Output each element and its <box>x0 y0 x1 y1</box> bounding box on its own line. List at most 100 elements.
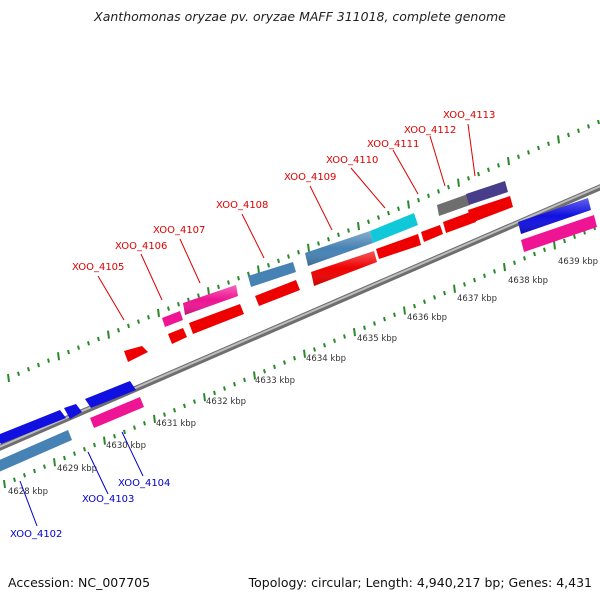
gene-block-steelblue[interactable] <box>0 430 72 472</box>
accession-text: Accession: NC_007705 <box>8 575 151 590</box>
tick-label-4631: 4631 kbp <box>156 419 196 429</box>
lower-track-minor-tick <box>143 421 146 426</box>
gene-label-xoo-4103[interactable]: XOO_4103 <box>82 494 134 505</box>
upper-track-minor-tick <box>17 371 20 376</box>
lower-track-minor-tick <box>233 381 236 387</box>
lower-track-major-tick <box>553 241 556 250</box>
gene-block-red[interactable] <box>168 328 187 344</box>
lower-track-minor-tick <box>243 377 246 383</box>
lower-track-minor-tick <box>433 295 436 300</box>
upper-track-minor-tick <box>547 141 550 146</box>
gene-label-xoo-4105[interactable]: XOO_4105 <box>72 262 124 273</box>
lower-track-minor-tick <box>483 273 486 278</box>
gene-block-steelblue[interactable] <box>248 262 296 287</box>
upper-track-minor-tick <box>127 323 130 329</box>
tick-label-4637: 4637 kbp <box>457 294 497 304</box>
map-title: Xanthomonas oryzae pv. oryzae MAFF 31101… <box>94 9 506 24</box>
upper-track-major-tick <box>457 178 460 187</box>
gene-block-red[interactable] <box>376 234 421 259</box>
upper-track-minor-tick <box>487 167 490 172</box>
upper-track-minor-tick <box>427 193 430 199</box>
upper-track-major-tick <box>107 330 110 339</box>
upper-track-minor-tick <box>597 119 600 125</box>
upper-track-minor-tick <box>277 258 280 264</box>
lower-track-minor-tick <box>73 451 76 456</box>
upper-track-minor-tick <box>227 280 230 285</box>
backbone <box>0 184 600 451</box>
lower-track-minor-tick <box>323 342 326 348</box>
leader-line <box>87 451 109 495</box>
lower-track-minor-tick <box>213 390 216 396</box>
lower-track-minor-tick <box>463 282 466 287</box>
upper-track-minor-tick <box>577 128 580 133</box>
upper-track-minor-tick <box>477 171 480 177</box>
lower-track-minor-tick <box>13 477 16 482</box>
leader-line <box>121 431 144 477</box>
upper-track-minor-tick <box>447 184 450 190</box>
gene-block-gray[interactable] <box>437 194 470 216</box>
gene-label-xoo-4112[interactable]: XOO_4112 <box>404 125 456 136</box>
upper-track-minor-tick <box>377 215 380 220</box>
upper-track-minor-tick <box>327 236 330 242</box>
gene-block-blue[interactable] <box>64 404 82 419</box>
upper-track-minor-tick <box>37 362 40 368</box>
lower-track-minor-tick <box>523 256 526 261</box>
upper-track-minor-tick <box>247 271 250 277</box>
upper-track-major-tick <box>507 156 510 166</box>
upper-tick-track <box>7 119 600 383</box>
upper-track-minor-tick <box>47 358 50 363</box>
tick-label-4628: 4628 kbp <box>8 487 48 497</box>
lower-track-minor-tick <box>343 334 346 339</box>
gene-block-pink[interactable] <box>90 397 144 428</box>
gene-block-pink[interactable] <box>162 311 183 327</box>
gene-block-blue[interactable] <box>0 410 66 444</box>
lower-track-minor-tick <box>573 234 576 239</box>
gene-blocks <box>0 181 597 472</box>
lower-track-major-tick <box>403 306 406 315</box>
gene-label-xoo-4109[interactable]: XOO_4109 <box>284 172 336 183</box>
gene-label-xoo-4106[interactable]: XOO_4106 <box>115 241 167 252</box>
upper-track-minor-tick <box>587 124 590 129</box>
gene-label-xoo-4102[interactable]: XOO_4102 <box>10 529 62 540</box>
gene-block-blue[interactable] <box>85 381 136 408</box>
scale-labels: 4628 kbp 4629 kbp 4630 kbp 4631 kbp 4632… <box>8 257 598 497</box>
tick-label-4632: 4632 kbp <box>206 397 246 407</box>
gene-label-xoo-4104[interactable]: XOO_4104 <box>118 478 170 489</box>
lower-tick-track <box>3 225 596 489</box>
gene-block-red[interactable] <box>421 225 443 242</box>
gene-label-xoo-4110[interactable]: XOO_4110 <box>326 155 378 166</box>
gene-label-xoo-4108[interactable]: XOO_4108 <box>216 200 268 211</box>
gene-label-xoo-4107[interactable]: XOO_4107 <box>153 225 205 236</box>
gene-block-red[interactable] <box>124 346 148 362</box>
lower-track-minor-tick <box>223 386 226 391</box>
upper-track-minor-tick <box>287 254 290 259</box>
upper-track-minor-tick <box>467 176 470 181</box>
lower-track-minor-tick <box>493 269 496 274</box>
tick-label-4636: 4636 kbp <box>407 313 447 323</box>
upper-track-minor-tick <box>77 345 80 350</box>
gene-label-xoo-4111[interactable]: XOO_4111 <box>367 139 419 150</box>
gene-block-red[interactable] <box>189 304 244 334</box>
gene-labels: XOO_4105 XOO_4106 XOO_4107 XOO_4108 XOO_… <box>10 110 495 540</box>
gene-block-slateblue[interactable] <box>466 181 508 205</box>
gene-block-red[interactable] <box>443 211 476 233</box>
gene-block-cyan[interactable] <box>370 213 418 243</box>
gene-block-pink[interactable] <box>521 215 597 252</box>
tick-label-4633: 4633 kbp <box>255 376 295 386</box>
lower-track-minor-tick <box>33 468 36 474</box>
lower-track-major-tick <box>303 349 306 358</box>
lower-track-minor-tick <box>273 364 276 370</box>
gene-label-xoo-4113[interactable]: XOO_4113 <box>443 110 495 121</box>
lower-track-major-tick <box>503 262 506 272</box>
lower-track-minor-tick <box>283 360 286 365</box>
lower-track-major-tick <box>203 393 206 402</box>
lower-track-minor-tick <box>63 455 66 461</box>
gene-block-red[interactable] <box>255 280 300 306</box>
gene-block-red[interactable] <box>468 196 513 223</box>
lower-track-major-tick <box>3 479 6 489</box>
lower-track-minor-tick <box>183 403 186 409</box>
lower-track-minor-tick <box>383 316 386 322</box>
upper-track-minor-tick <box>567 132 570 138</box>
leader-line <box>467 123 476 177</box>
lower-track-minor-tick <box>163 412 166 417</box>
